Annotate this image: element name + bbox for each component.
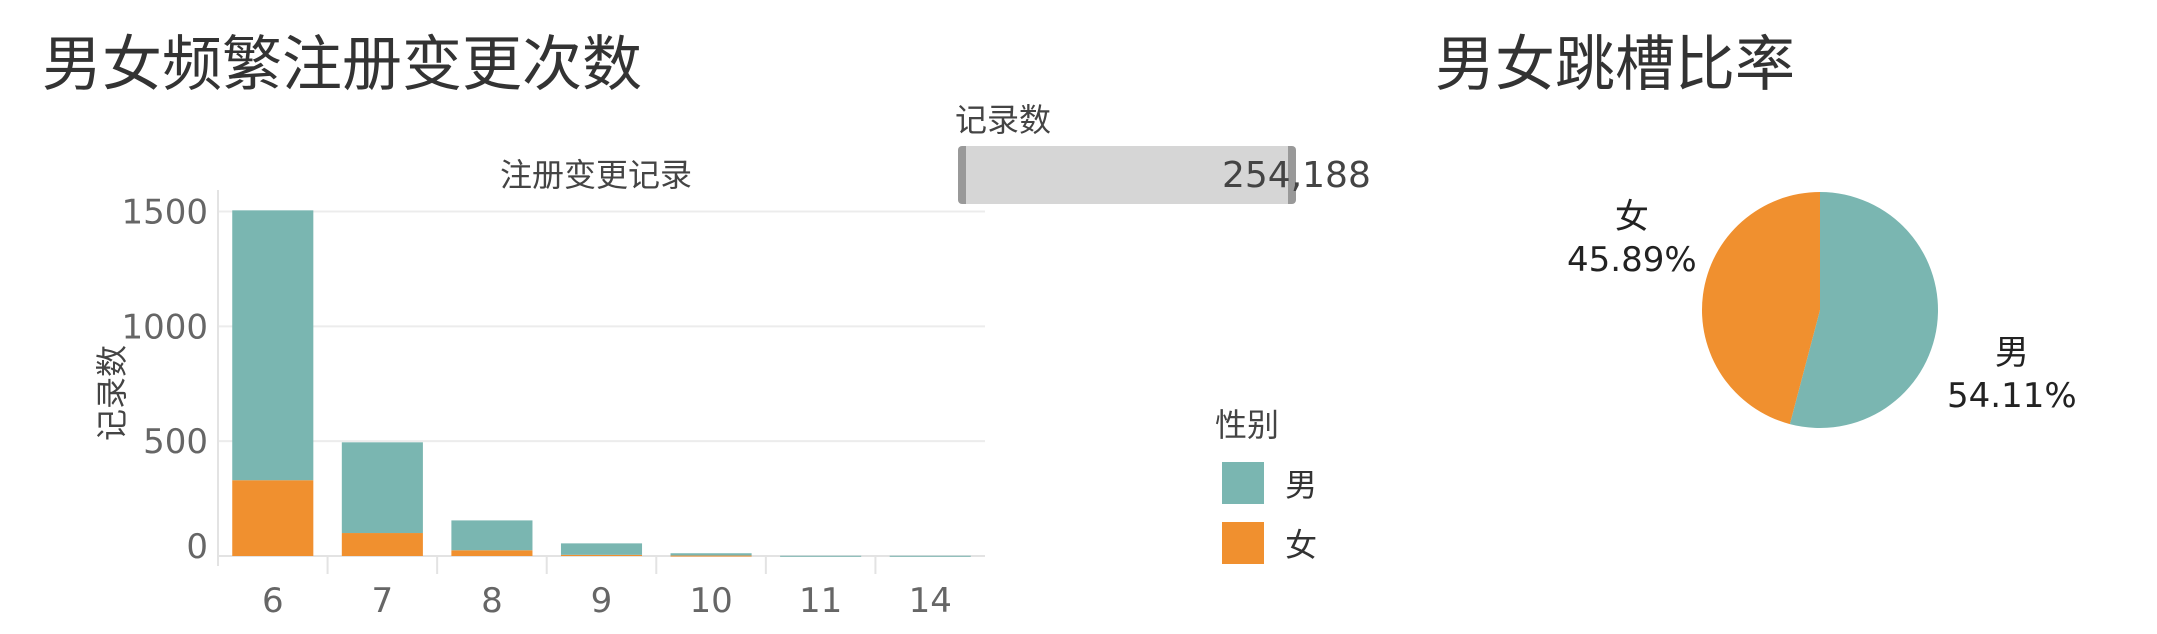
kpi-value: 254,188 <box>1222 155 1371 196</box>
pie-label-male: 男 54.11% <box>1947 332 2077 417</box>
pie-label-male-name: 男 <box>1994 333 2029 373</box>
bar-female-10[interactable] <box>670 555 752 557</box>
kpi-bar <box>958 146 1294 204</box>
pie-chart-svg <box>1702 192 1938 428</box>
x-tick-label: 10 <box>689 581 732 621</box>
y-tick-label: 1000 <box>121 307 208 347</box>
bar-male-10[interactable] <box>670 553 752 556</box>
x-tick-label: 11 <box>799 581 842 621</box>
y-tick-label: 0 <box>186 527 208 567</box>
bar-male-11[interactable] <box>780 555 862 557</box>
pie-label-female-name: 女 <box>1614 197 1649 237</box>
pie-slice-male[interactable] <box>1789 192 1938 428</box>
bar-male-7[interactable] <box>341 442 423 534</box>
x-tick-label: 7 <box>372 581 394 621</box>
bar-female-7[interactable] <box>341 533 423 556</box>
bar-male-9[interactable] <box>560 543 643 555</box>
kpi-bar-left-cap <box>958 146 966 204</box>
legend-swatch-male <box>1222 462 1264 504</box>
bar-male-6[interactable] <box>232 210 314 481</box>
pie-slice-female[interactable] <box>1702 192 1820 425</box>
x-tick-label: 6 <box>262 581 284 621</box>
legend-swatch-female <box>1222 522 1264 564</box>
legend-item-female[interactable]: 女 <box>1222 520 1317 566</box>
left-page-title: 男女频繁注册变更次数 <box>42 30 642 100</box>
legend-title: 性别 <box>1215 406 1280 444</box>
bar-male-14[interactable] <box>889 555 971 557</box>
legend-label-male: 男 <box>1285 466 1318 504</box>
pie-label-male-pct: 54.11% <box>1947 375 2077 416</box>
legend-label-female: 女 <box>1285 526 1318 564</box>
bar-female-8[interactable] <box>451 550 533 556</box>
kpi-bar-right-cap <box>1288 146 1296 204</box>
pie-label-female: 女 45.89% <box>1567 196 1697 281</box>
x-tick-label: 9 <box>591 581 613 621</box>
bar-chart-svg: 0 500 1000 1500 6 7 8 9 10 11 14 <box>121 190 985 621</box>
x-tick-label: 14 <box>909 581 952 621</box>
kpi-label: 记录数 <box>955 101 1052 139</box>
y-tick-label: 1500 <box>121 192 208 232</box>
y-tick-label: 500 <box>143 422 208 462</box>
bar-female-6[interactable] <box>232 480 314 556</box>
bar-male-8[interactable] <box>451 520 533 551</box>
pie-label-female-pct: 45.89% <box>1567 239 1697 280</box>
right-page-title: 男女跳槽比率 <box>1435 30 1795 100</box>
legend-item-male[interactable]: 男 <box>1222 460 1317 506</box>
bar-chart-title: 注册变更记录 <box>500 156 693 194</box>
bar-female-9[interactable] <box>560 554 643 556</box>
x-tick-label: 8 <box>481 581 503 621</box>
